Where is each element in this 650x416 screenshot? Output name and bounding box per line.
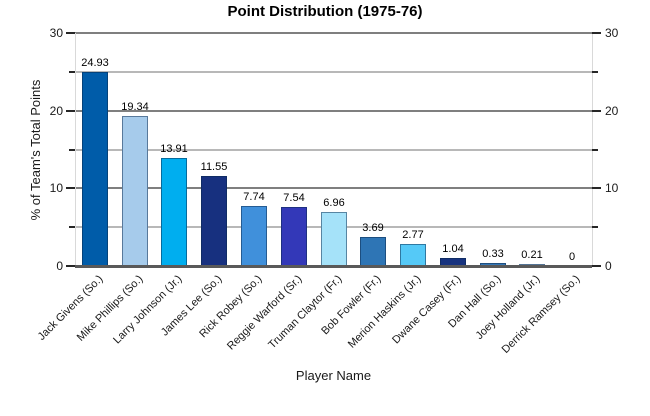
y-minor-tick-right [592,70,598,73]
y-minor-tick-left [69,226,75,229]
y-minor-tick-left [69,148,75,151]
y-tick-label-left: 10 [49,181,63,196]
bar-value-label: 0 [568,251,576,263]
y-tick-right [592,32,601,34]
bar [201,176,227,266]
bar [281,207,307,266]
bar [161,158,187,266]
y-tick-label-right: 30 [605,26,619,40]
bar-value-label: 13.91 [160,143,188,155]
bar-value-label: 0.21 [521,249,543,261]
bar [82,72,108,266]
bar-value-label: 1.04 [442,243,464,255]
y-tick-label-left: 30 [49,26,63,40]
y-tick-right [592,265,601,267]
x-axis-line [75,265,592,268]
y-tick-label-right: 0 [605,259,612,273]
major-gridline [75,187,592,190]
y-minor-tick-left [69,70,75,73]
y-tick-label-right: 10 [605,181,619,196]
y-axis-title: % of Team's Total Points [28,79,43,221]
major-gridline [75,109,592,112]
bar [360,237,386,266]
chart-title: Point Distribution (1975-76) [227,3,423,20]
y-tick-left [66,265,75,267]
y-tick-left [66,109,75,112]
bar-value-label: 6.96 [323,197,345,209]
bar-value-label: 19.34 [121,101,149,113]
y-tick-left [66,187,75,190]
y-minor-tick-right [592,226,598,229]
plot-left-edge [75,33,76,266]
bar [241,206,267,266]
y-tick-label-left: 0 [56,259,63,273]
y-tick-right [592,109,601,112]
y-tick-right [592,187,601,190]
bar-value-label: 0.33 [482,248,504,260]
bar-value-label: 7.54 [283,192,305,204]
y-minor-tick-right [592,148,598,151]
bar-value-label: 3.69 [362,222,384,234]
minor-gridline [75,148,592,151]
y-tick-left [66,32,75,34]
bar-value-label: 7.74 [243,191,265,203]
x-axis-title: Player Name [295,368,372,383]
bar [321,212,347,266]
y-tick-label-right: 20 [605,103,619,118]
minor-gridline [75,70,592,73]
y-tick-label-left: 20 [49,103,63,118]
bar-value-label: 24.93 [81,57,109,69]
bar [122,116,148,266]
bar-value-label: 2.77 [402,229,424,241]
bar-value-label: 11.55 [200,161,228,173]
major-gridline [75,32,592,34]
